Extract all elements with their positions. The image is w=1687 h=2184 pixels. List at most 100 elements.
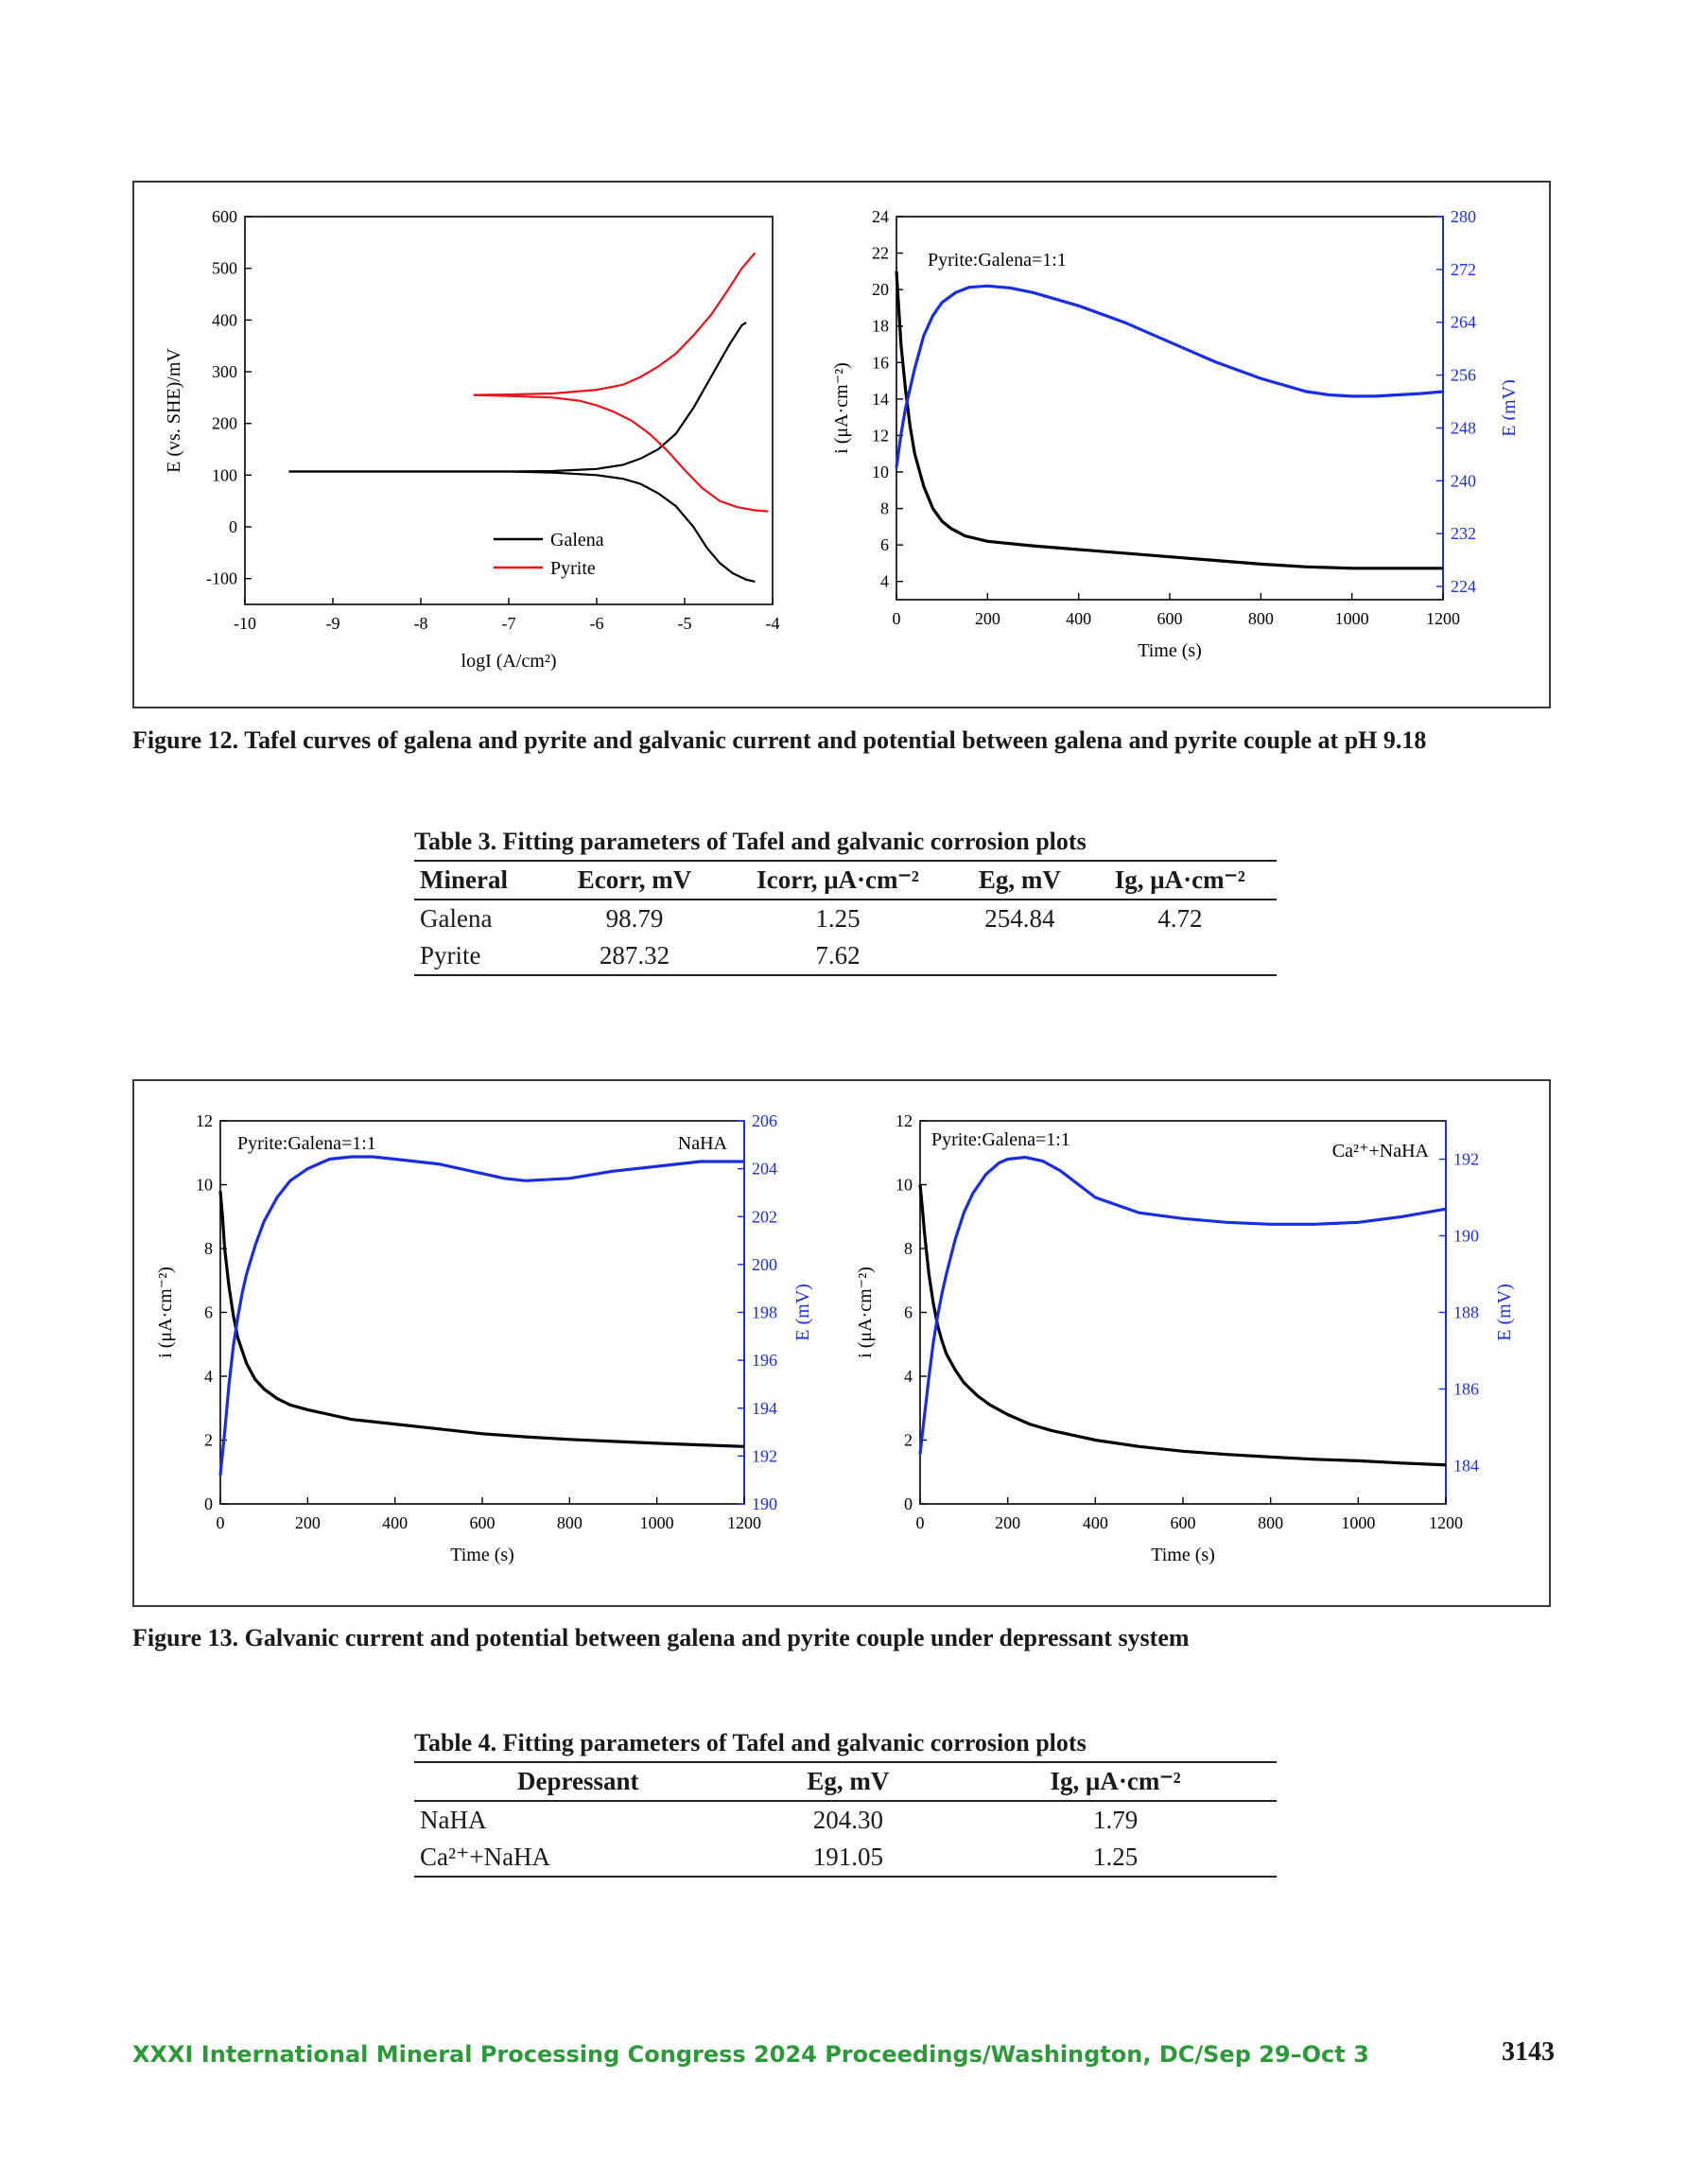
x-tick-label: -10 bbox=[234, 614, 256, 633]
potential-series-line bbox=[895, 284, 1444, 468]
y2-tick-label: 232 bbox=[1451, 524, 1476, 543]
x-axis-label: Time (s) bbox=[1151, 1545, 1215, 1565]
table-cell: 204.30 bbox=[812, 1806, 884, 1834]
y-tick-label: 300 bbox=[212, 362, 237, 381]
x-tick-label: 400 bbox=[382, 1513, 408, 1532]
tafel-chart: -10 -9 -8 -7 -6 -5 -4 -100 0 100 200 300 400 500 600 lo… bbox=[164, 207, 780, 672]
y2-tick-label: 264 bbox=[1451, 313, 1476, 332]
page-number: 3143 bbox=[1502, 2037, 1555, 2067]
annotation-depressant: NaHA bbox=[678, 1133, 728, 1154]
y-tick-label: 4 bbox=[904, 1367, 913, 1386]
current-series-line bbox=[218, 1191, 745, 1448]
x-axis-label: Time (s) bbox=[1138, 640, 1202, 661]
y2-tick-label: 194 bbox=[752, 1399, 777, 1418]
table-3-header: Mineral bbox=[414, 860, 549, 900]
table-row: Pyrite 287.32 7.62 bbox=[414, 937, 1277, 976]
y2-tick-label: 196 bbox=[752, 1351, 777, 1370]
x-tick-label: -7 bbox=[502, 614, 516, 633]
y-tick-label: 8 bbox=[904, 1239, 913, 1258]
y2-axis-label: E (mV) bbox=[1494, 1284, 1515, 1341]
y-tick-label: 12 bbox=[896, 1111, 913, 1130]
y-tick-label: 0 bbox=[229, 517, 237, 536]
x-axis-label: logI (A/cm²) bbox=[461, 651, 557, 672]
y-tick-label: 10 bbox=[872, 463, 889, 481]
table-cell: Pyrite bbox=[414, 937, 549, 976]
x-tick-label: -4 bbox=[766, 614, 780, 633]
galvanic-naha-plot-frame bbox=[219, 1120, 745, 1505]
table-cell: 98.79 bbox=[605, 904, 664, 933]
x-tick-label: 400 bbox=[1066, 609, 1091, 628]
y2-tick-label: 280 bbox=[1451, 207, 1476, 226]
x-tick-label: 0 bbox=[893, 609, 901, 628]
x-tick-label: -5 bbox=[678, 614, 692, 633]
galvanic-ph-plot-frame bbox=[896, 216, 1444, 601]
y-tick-label: 500 bbox=[212, 259, 237, 278]
y2-tick-label: 190 bbox=[752, 1494, 777, 1513]
table-cell: 7.62 bbox=[720, 937, 956, 976]
table-row: NaHA 204.30 1.79 bbox=[414, 1801, 1277, 1839]
y2-tick-label: 192 bbox=[752, 1446, 777, 1465]
y-tick-label: 12 bbox=[872, 426, 889, 445]
y-tick-label: 14 bbox=[872, 390, 889, 409]
table-3-header: Ecorr, mV bbox=[548, 860, 721, 900]
x-tick-label: 1200 bbox=[1426, 609, 1460, 628]
y-axis-label: i (μA·cm⁻²) bbox=[155, 1267, 176, 1358]
table-cell: 1.25 bbox=[815, 904, 861, 933]
table-cell: 191.05 bbox=[741, 1839, 955, 1878]
y-tick-label: 600 bbox=[212, 207, 237, 226]
figure-12-panel: -10 -9 -8 -7 -6 -5 -4 -100 0 100 200 300 400 500 600 lo… bbox=[132, 181, 1551, 708]
y-tick-label: 18 bbox=[872, 317, 889, 336]
table-3-title: Table 3. Fitting parameters of Tafel and… bbox=[414, 828, 1087, 855]
table-3-grid: Mineral Ecorr, mV Icorr, μA·cm⁻² Eg, mV … bbox=[414, 860, 1277, 976]
y2-tick-label: 190 bbox=[1453, 1227, 1479, 1246]
table-row: Ca²⁺+NaHA 191.05 1.25 bbox=[414, 1839, 1277, 1878]
y2-tick-label: 248 bbox=[1451, 418, 1476, 437]
table-cell: 287.32 bbox=[548, 937, 721, 976]
galvanic-ca-naha-chart: 0 200 400 600 800 1000 1200 0 2 4 6 8 10 12 184 186 188 1… bbox=[855, 1111, 1515, 1565]
table-row: Galena 98.79 1.25 254.84 4.72 bbox=[414, 900, 1277, 937]
table-4-grid: Depressant Eg, mV Ig, μA·cm⁻² NaHA 204.3… bbox=[414, 1761, 1277, 1878]
annotation-depressant: Ca²⁺+NaHA bbox=[1332, 1141, 1430, 1162]
y-tick-label: 22 bbox=[872, 244, 889, 263]
y-tick-label: 200 bbox=[212, 414, 237, 433]
y-tick-label: 8 bbox=[880, 499, 889, 518]
y-axis-label: E (vs. SHE)/mV bbox=[164, 348, 184, 473]
x-tick-label: 0 bbox=[217, 1513, 225, 1532]
x-tick-label: 600 bbox=[470, 1513, 496, 1532]
x-tick-label: 1200 bbox=[727, 1513, 761, 1532]
footer-conference: XXXI International Mineral Processing Co… bbox=[132, 2041, 1369, 2068]
x-tick-label: -9 bbox=[326, 614, 340, 633]
y2-tick-label: 184 bbox=[1453, 1457, 1479, 1476]
y-tick-label: 2 bbox=[904, 1431, 913, 1450]
x-tick-label: 200 bbox=[995, 1513, 1020, 1532]
y-tick-label: 4 bbox=[880, 572, 889, 591]
potential-series-line bbox=[918, 1155, 1447, 1455]
y2-tick-label: 224 bbox=[1451, 577, 1476, 596]
y-tick-label: 2 bbox=[204, 1431, 213, 1450]
x-tick-label: 800 bbox=[1258, 1513, 1283, 1532]
y2-tick-label: 200 bbox=[752, 1255, 777, 1274]
y2-axis-label: E (mV) bbox=[792, 1284, 813, 1341]
legend-label-galena: Galena bbox=[550, 530, 604, 550]
y-tick-label: 400 bbox=[212, 310, 237, 329]
y-tick-label: 20 bbox=[872, 280, 889, 299]
y2-tick-label: 188 bbox=[1453, 1303, 1479, 1322]
y2-tick-label: 198 bbox=[752, 1303, 777, 1322]
table-4-header: Ig, μA·cm⁻² bbox=[954, 1761, 1277, 1802]
table-cell bbox=[955, 937, 1084, 976]
table-4-header: Depressant bbox=[414, 1761, 742, 1802]
legend-label-pyrite: Pyrite bbox=[550, 558, 596, 579]
y2-axis-label: E (mV) bbox=[1499, 379, 1515, 437]
x-tick-label: 200 bbox=[975, 609, 1000, 628]
table-4-header: Eg, mV bbox=[741, 1761, 955, 1802]
table-cell: Ca²⁺+NaHA bbox=[414, 1839, 742, 1878]
y2-tick-label: 256 bbox=[1451, 366, 1476, 385]
y-tick-label: 0 bbox=[204, 1494, 213, 1513]
series-line-galena-1 bbox=[288, 470, 756, 583]
potential-series-line bbox=[218, 1155, 744, 1476]
y2-tick-label: 206 bbox=[752, 1111, 777, 1130]
y-tick-label: 6 bbox=[904, 1303, 913, 1322]
galvanic-ca-naha-plot-frame bbox=[919, 1120, 1447, 1505]
x-tick-label: 1200 bbox=[1429, 1513, 1463, 1532]
x-tick-label: 200 bbox=[295, 1513, 321, 1532]
